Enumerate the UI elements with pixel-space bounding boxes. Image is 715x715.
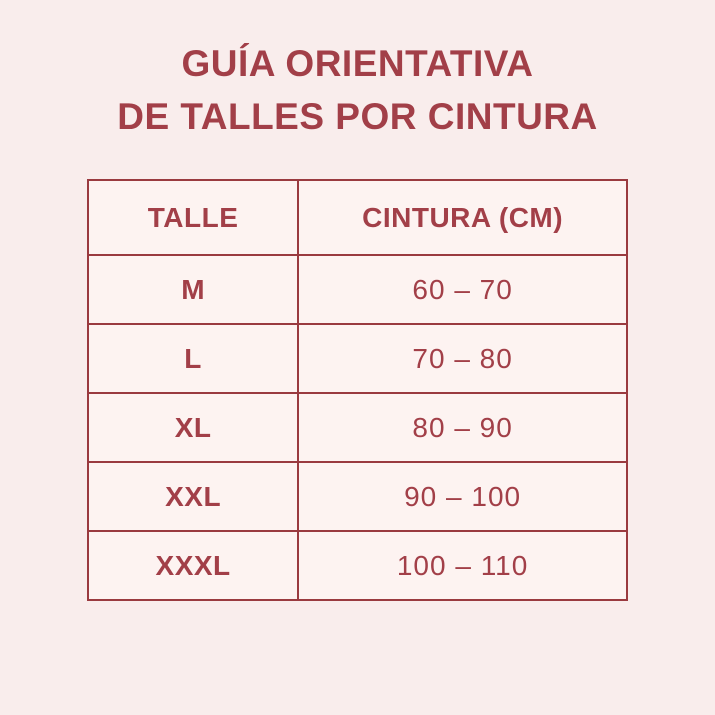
size-cell-xxl: XXL [86, 461, 300, 533]
table-row: XL 80 – 90 [86, 392, 628, 464]
page-title: GUÍA ORIENTATIVA DE TALLES POR CINTURA [0, 38, 715, 143]
table-header-row: TALLE CINTURA (CM) [86, 179, 628, 257]
waist-range-cell-xxxl: 100 – 110 [297, 530, 628, 602]
table-row: XXXL 100 – 110 [86, 530, 628, 602]
column-header-cintura: CINTURA (CM) [297, 179, 628, 257]
size-cell-l: L [86, 323, 300, 395]
waist-range-cell-l: 70 – 80 [297, 323, 628, 395]
page-title-line1: GUÍA ORIENTATIVA [181, 43, 534, 84]
table-row: M 60 – 70 [86, 254, 628, 326]
page-title-line2: DE TALLES POR CINTURA [117, 95, 598, 137]
table-row: L 70 – 80 [86, 323, 628, 395]
waist-range-cell-xl: 80 – 90 [297, 392, 628, 464]
size-cell-xxxl: XXXL [86, 530, 300, 602]
waist-range-cell-xxl: 90 – 100 [297, 461, 628, 533]
waist-range-cell-m: 60 – 70 [297, 254, 628, 326]
column-header-talle: TALLE [86, 179, 300, 257]
table-row: XXL 90 – 100 [86, 461, 628, 533]
size-cell-m: M [86, 254, 300, 326]
size-guide-table: TALLE CINTURA (CM) M 60 – 70 L 70 – 80 X… [86, 179, 628, 602]
size-cell-xl: XL [86, 392, 300, 464]
